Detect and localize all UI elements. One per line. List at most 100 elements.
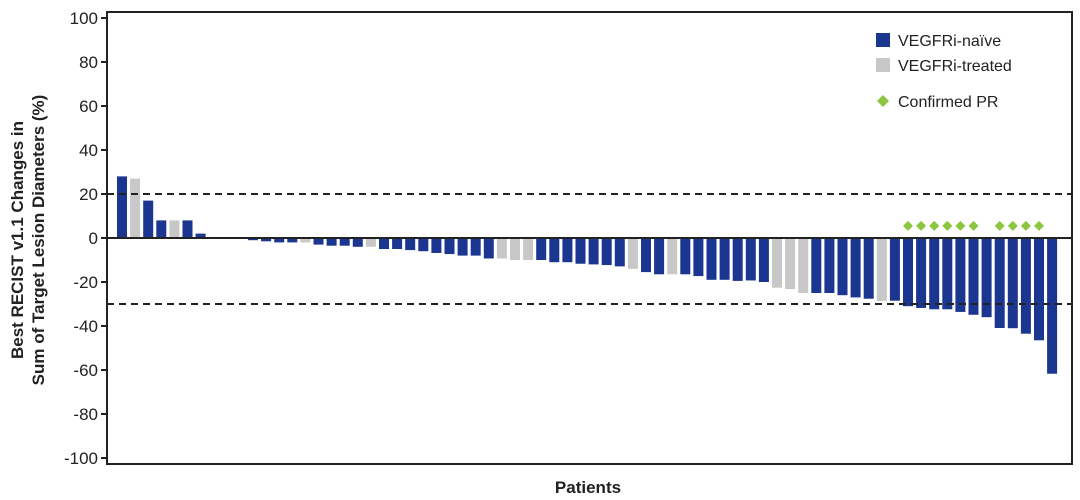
y-tick-label: 20 (79, 185, 98, 204)
bar-patient-41 (641, 238, 651, 273)
y-tick-label: 60 (79, 97, 98, 116)
bar-patient-16 (313, 238, 324, 245)
pr-diamond-69 (1007, 220, 1018, 231)
bar-patient-46 (706, 238, 717, 280)
bar-patient-67 (981, 238, 992, 318)
bar-patient-44 (680, 238, 691, 275)
pr-diamond-62 (916, 220, 927, 231)
bars (117, 176, 1058, 374)
bar-patient-35 (562, 238, 573, 263)
bar-patient-69 (1007, 238, 1018, 329)
axes: 100 80 60 40 20 0 -20 -40 -60 -80 -100 (64, 9, 1073, 468)
bar-patient-1 (117, 176, 127, 238)
bar-patient-59 (876, 238, 887, 301)
pr-diamond-66 (968, 220, 979, 231)
bar-patient-65 (955, 238, 966, 312)
bar-patient-61 (903, 238, 913, 307)
bar-patient-3 (143, 200, 154, 238)
y-tick-label: 100 (70, 9, 98, 28)
bar-patient-7 (195, 233, 206, 238)
bar-patient-54 (811, 238, 822, 293)
bar-patient-57 (850, 238, 861, 298)
bar-patient-32 (523, 238, 534, 260)
bar-patient-2 (130, 178, 141, 238)
y-tick-label: -20 (73, 273, 98, 292)
legend-label-treated: VEGFRi-treated (898, 58, 1012, 75)
bar-patient-68 (994, 238, 1005, 328)
legend-swatch-naive (876, 33, 890, 47)
bar-patient-19 (352, 238, 363, 247)
bar-patient-58 (863, 238, 874, 299)
bar-patient-21 (379, 238, 389, 249)
bar-patient-5 (169, 220, 180, 238)
x-axis-label: Patients (555, 478, 621, 497)
legend-label-naive: VEGFRi-naïve (898, 33, 1001, 50)
pr-diamond-71 (1034, 220, 1044, 231)
bar-patient-48 (732, 238, 743, 281)
bar-patient-4 (156, 220, 167, 238)
bar-patient-52 (785, 238, 796, 290)
bar-patient-70 (1020, 238, 1031, 334)
y-tick-label: -60 (73, 361, 98, 380)
pr-diamond-63 (929, 220, 940, 231)
bar-patient-40 (627, 238, 638, 269)
bar-patient-62 (916, 238, 927, 308)
bar-patient-51 (772, 238, 782, 288)
bar-patient-43 (667, 238, 678, 275)
bar-patient-13 (274, 238, 285, 243)
bar-patient-71 (1034, 238, 1044, 341)
y-axis-label-line-1: Best RECIST v1.1 Changes in (8, 121, 27, 359)
bar-patient-20 (365, 238, 376, 247)
bar-patient-64 (942, 238, 953, 310)
bar-patient-27 (457, 238, 468, 256)
y-tick-label: 0 (89, 229, 98, 248)
bar-patient-47 (719, 238, 730, 280)
bar-patient-17 (326, 238, 337, 246)
bar-patient-34 (549, 238, 560, 263)
y-tick-label: 40 (79, 141, 98, 160)
bar-patient-28 (470, 238, 481, 256)
bar-patient-33 (536, 238, 547, 260)
bar-patient-30 (496, 238, 507, 259)
y-axis-label-line-2: Sum of Target Lesion Diameters (%) (29, 95, 48, 386)
legend-diamond-icon (877, 95, 889, 107)
bar-patient-55 (824, 238, 835, 293)
bar-patient-23 (405, 238, 416, 251)
bar-patient-37 (588, 238, 599, 265)
bar-patient-29 (483, 238, 494, 259)
bar-patient-45 (693, 238, 704, 277)
bar-patient-6 (182, 220, 193, 238)
bar-patient-72 (1047, 238, 1058, 374)
bar-patient-60 (889, 238, 900, 301)
bar-patient-14 (287, 238, 298, 243)
pr-diamond-65 (955, 220, 966, 231)
legend-swatch-treated (876, 58, 890, 72)
bar-patient-63 (929, 238, 940, 310)
y-tick-label: -100 (64, 449, 98, 468)
bar-patient-49 (745, 238, 756, 281)
pr-diamond-64 (942, 220, 953, 231)
bar-patient-39 (614, 238, 625, 267)
legend-label-pr: Confirmed PR (898, 94, 998, 111)
bar-patient-26 (444, 238, 455, 255)
y-tick-label: -80 (73, 405, 98, 424)
bar-patient-22 (392, 238, 403, 249)
bar-patient-53 (798, 238, 809, 293)
pr-diamond-68 (994, 220, 1005, 231)
bar-patient-12 (261, 238, 272, 242)
bar-patient-38 (601, 238, 612, 266)
bar-patient-31 (510, 238, 520, 260)
bar-patient-66 (968, 238, 979, 315)
bar-patient-42 (654, 238, 665, 275)
bar-patient-25 (431, 238, 442, 253)
y-tick-label: -40 (73, 317, 98, 336)
legend: VEGFRi-naïve VEGFRi-treated Confirmed PR (876, 33, 1012, 111)
bar-patient-11 (248, 238, 258, 241)
bar-patient-15 (300, 238, 311, 243)
bar-patient-36 (575, 238, 586, 264)
pr-diamond-61 (903, 220, 913, 231)
bar-patient-50 (758, 238, 769, 282)
y-tick-label: 80 (79, 53, 98, 72)
bar-patient-24 (418, 238, 429, 252)
